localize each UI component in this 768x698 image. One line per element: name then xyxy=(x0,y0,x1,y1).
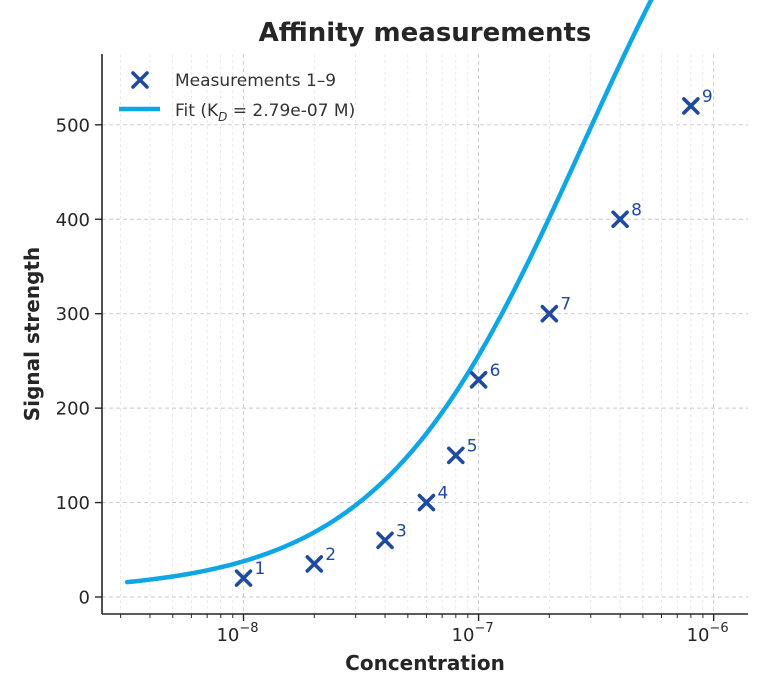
grid xyxy=(102,54,748,614)
y-tick-label: 400 xyxy=(56,210,90,231)
legend: Measurements 1–9 Fit (KD = 2.79e-07 M) xyxy=(119,71,355,124)
data-point: 9 xyxy=(682,87,713,115)
legend-label-fit: Fit (KD = 2.79e-07 M) xyxy=(175,101,355,124)
y-tick-label: 200 xyxy=(56,399,90,420)
legend-fit-suffix: = 2.79e-07 M) xyxy=(227,101,355,121)
legend-fit-subscript: D xyxy=(218,110,227,124)
y-tick-label: 100 xyxy=(56,493,90,514)
data-point-label: 5 xyxy=(467,436,478,456)
data-points: 1 2 3 4 5 6 7 8 9 xyxy=(234,87,713,587)
data-point-marker xyxy=(447,446,465,465)
y-axis-label: Signal strength xyxy=(20,247,44,421)
data-point-label: 1 xyxy=(255,559,266,579)
data-point: 2 xyxy=(305,545,336,573)
data-point-label: 4 xyxy=(437,484,448,504)
x-axis-label: Concentration xyxy=(345,651,505,675)
x-tick-exponent: −8 xyxy=(239,621,258,636)
data-point: 5 xyxy=(447,436,478,465)
legend-label-points: Measurements 1–9 xyxy=(175,71,336,91)
data-point: 7 xyxy=(540,295,571,323)
data-point-marker xyxy=(376,531,394,550)
data-point-marker xyxy=(417,493,436,512)
x-tick-exponent: −6 xyxy=(710,621,729,636)
data-point-label: 7 xyxy=(560,295,571,315)
legend-fit-prefix: Fit (K xyxy=(175,101,219,121)
y-tick-label: 500 xyxy=(56,115,90,136)
data-point-marker xyxy=(611,210,629,229)
data-point-label: 6 xyxy=(490,361,501,381)
legend-x-stroke xyxy=(131,71,149,89)
x-tick-label: 10−7 xyxy=(452,621,494,646)
data-point-label: 9 xyxy=(702,87,713,107)
axes xyxy=(101,54,748,615)
data-point: 1 xyxy=(234,559,266,587)
data-point-marker xyxy=(682,97,700,115)
fit-line xyxy=(124,0,654,585)
data-point-marker xyxy=(305,555,324,573)
x-tick-label: 10−6 xyxy=(687,621,729,646)
data-point: 8 xyxy=(611,200,642,229)
x-tick-exponent: −7 xyxy=(474,621,493,636)
data-point-label: 3 xyxy=(396,521,407,541)
x-tick-base: 10 xyxy=(687,625,710,646)
data-point-marker xyxy=(234,569,253,587)
legend-marker-points xyxy=(131,71,149,89)
data-point-marker xyxy=(540,304,559,323)
x-tick-base: 10 xyxy=(216,625,239,646)
x-tick-label: 10−8 xyxy=(216,621,258,646)
data-point-marker xyxy=(469,371,488,389)
data-point: 4 xyxy=(417,484,448,512)
data-point: 3 xyxy=(376,521,407,550)
chart-title: Affinity measurements xyxy=(259,18,592,48)
data-point-label: 2 xyxy=(325,545,336,565)
y-tick-label: 300 xyxy=(56,304,90,325)
data-point-label: 8 xyxy=(631,200,642,220)
x-tick-base: 10 xyxy=(452,625,475,646)
y-tick-label: 0 xyxy=(79,588,90,609)
data-point: 6 xyxy=(469,361,501,389)
